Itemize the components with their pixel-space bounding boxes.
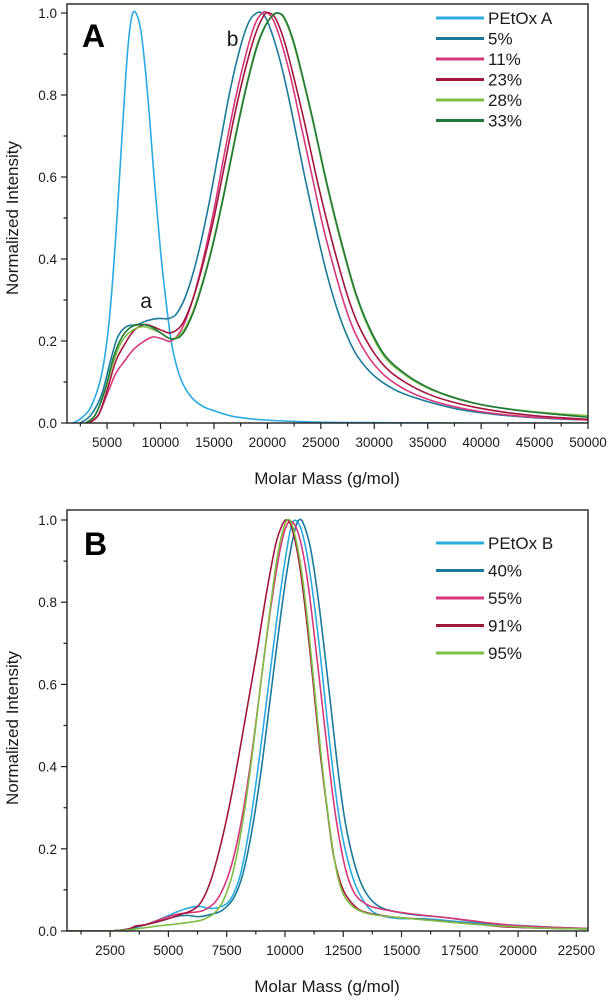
panel-b-y-tick-label: 0.2: [38, 842, 57, 857]
panel-a-x-tick-label: 25000: [302, 435, 340, 450]
panel-a-y-tick-label: 0.4: [38, 252, 57, 267]
panel-b-legend: PEtOx B 40% 55% 91% 95%: [436, 534, 553, 663]
panel-a-x-tick-label: 20000: [249, 435, 287, 450]
panel-a-x-tick-label: 15000: [195, 435, 233, 450]
panel-a-y-axis: 0.0 0.2 0.4 0.6 0.8 1.0: [38, 6, 67, 431]
panel-b-y-tick-label: 0.8: [38, 595, 57, 610]
panel-a-y-tick-label: 0.8: [38, 88, 57, 103]
panel-a-annotation-b: b: [227, 28, 239, 51]
panel-b-x-tick-label: 15000: [383, 943, 421, 958]
panel-b-y-axis-title: Normalized Intensity: [3, 651, 22, 806]
panel-b-x-tick-label: 12500: [324, 943, 362, 958]
panel-b-x-axis: 2500 5000 7500 10000 12500 15000 17500 20000 225…: [80, 931, 596, 958]
panel-a-y-tick-label: 0.6: [38, 170, 57, 185]
panel-b-legend-label-4: 95%: [488, 644, 522, 663]
panel-a-legend-label-5: 33%: [488, 112, 522, 131]
panel-b-series-line-4: [67, 518, 588, 931]
panel-b-x-tick-label: 22500: [558, 943, 596, 958]
panel-a-legend-label-0: PEtOx A: [488, 9, 553, 28]
panel-a-x-tick-label: 10000: [142, 435, 180, 450]
panel-b-x-tick-label: 2500: [95, 943, 125, 958]
panel-a-series-group: [72, 10, 588, 423]
panel-b-series-group: [67, 518, 588, 931]
panel-b-y-tick-label: 1.0: [38, 513, 57, 528]
panel-b-legend-label-3: 91%: [488, 617, 522, 636]
panel-a-annotation-a: a: [140, 290, 152, 313]
panel-a-series-line-5: [84, 12, 588, 423]
panel-b-plot-frame: [66, 509, 589, 932]
panel-a-legend: PEtOx A 5%11% 23%28% 33%: [436, 9, 553, 131]
panel-a-legend-label-2: 11%: [488, 50, 521, 69]
panel-a-legend-label-1: 5%: [488, 30, 513, 49]
panel-b-x-tick-label: 20000: [499, 943, 537, 958]
panel-a-x-tick-label: 40000: [462, 435, 500, 450]
panel-a-x-tick-label: 35000: [409, 435, 447, 450]
panel-b-x-axis-title: Molar Mass (g/mol): [254, 977, 399, 996]
panel-b-legend-label-1: 40%: [488, 562, 522, 581]
panel-a-plot-frame: [66, 3, 589, 424]
panel-b-y-axis: 0.0 0.2 0.4 0.6 0.8 1.0: [38, 513, 67, 939]
panel-b-chart: 0.0 0.2 0.4 0.6 0.8 1.0 2500 5000 7500 10000 1250…: [3, 509, 596, 996]
panel-b-y-tick-label: 0.0: [38, 924, 57, 939]
panel-b-y-tick-label: 0.6: [38, 677, 57, 692]
panel-a-x-tick-label: 30000: [355, 435, 393, 450]
panel-a-letter: A: [82, 18, 105, 54]
panel-a-x-axis-title: Molar Mass (g/mol): [254, 469, 399, 488]
panel-b-x-tick-label: 10000: [266, 943, 304, 958]
panel-b-legend-label-0: PEtOx B: [488, 534, 553, 553]
panel-a-x-tick-label: 45000: [516, 435, 554, 450]
panel-a-x-tick-label: 50000: [569, 435, 607, 450]
panel-a-y-tick-label: 0.2: [38, 334, 57, 349]
panel-b-x-tick-label: 7500: [212, 943, 242, 958]
panel-b-x-tick-label: 5000: [153, 943, 183, 958]
panel-a-series-line-0: [72, 10, 588, 423]
panel-a-legend-label-4: 28%: [488, 91, 522, 110]
panel-b-y-tick-label: 0.4: [38, 760, 57, 775]
panel-a-y-tick-label: 1.0: [38, 6, 57, 21]
panel-a-chart: 0.0 0.2 0.4 0.6 0.8 1.0 5000 10000 15000 20000 25…: [3, 3, 607, 488]
panel-a-x-axis: 5000 10000 15000 20000 25000 30000 35000 40000 4…: [79, 423, 607, 450]
panel-a-x-tick-label: 5000: [92, 435, 122, 450]
panel-b-series-line-0: [67, 519, 588, 931]
panel-a-legend-label-3: 23%: [488, 71, 522, 90]
panel-a-y-tick-label: 0.0: [38, 416, 57, 431]
panel-b-legend-label-2: 55%: [488, 589, 522, 608]
panel-b-x-tick-label: 17500: [441, 943, 479, 958]
panel-b-letter: B: [84, 526, 107, 562]
panel-a-y-axis-title: Normalized Intensity: [3, 141, 22, 296]
